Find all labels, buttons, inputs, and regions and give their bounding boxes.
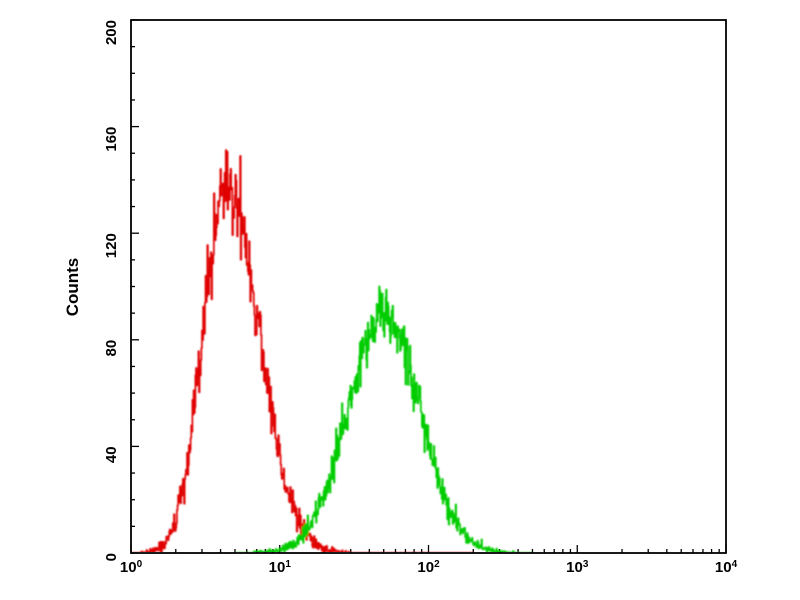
svg-text:104: 104 — [715, 559, 738, 577]
svg-text:101: 101 — [269, 559, 292, 577]
svg-text:102: 102 — [417, 559, 440, 577]
svg-text:200: 200 — [103, 20, 120, 45]
svg-text:100: 100 — [120, 559, 143, 577]
svg-text:0: 0 — [103, 553, 120, 561]
svg-text:103: 103 — [566, 559, 589, 577]
svg-text:Counts: Counts — [63, 258, 82, 317]
svg-text:160: 160 — [103, 127, 120, 152]
svg-text:120: 120 — [103, 233, 120, 258]
svg-text:40: 40 — [103, 446, 120, 463]
svg-text:80: 80 — [103, 340, 120, 357]
